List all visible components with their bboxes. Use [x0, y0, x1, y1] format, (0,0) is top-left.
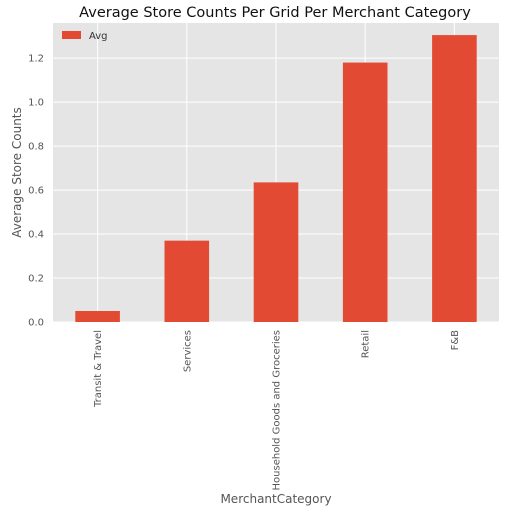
y-tick-label: 0.6	[28, 186, 44, 197]
x-tick-label: Services	[182, 330, 193, 372]
bar	[253, 182, 299, 322]
x-tick-label: F&B	[450, 330, 461, 351]
y-tick-label: 1.2	[28, 54, 44, 65]
bars	[75, 35, 477, 323]
x-axis-ticks: Transit & Travel Services Household Goods …	[93, 330, 461, 491]
y-tick-label: 0.4	[28, 230, 44, 241]
y-tick-label: 0.8	[28, 142, 44, 153]
legend-swatch	[62, 31, 81, 39]
y-tick-label: 0.0	[28, 318, 44, 329]
chart-title: Average Store Counts Per Grid Per Mercha…	[79, 5, 471, 21]
legend: Avg	[62, 31, 108, 42]
bar	[75, 311, 120, 322]
x-tick-label: Transit & Travel	[93, 330, 104, 408]
x-axis-label: MerchantCategory	[220, 492, 331, 506]
bar	[432, 35, 477, 322]
y-tick-label: 0.2	[28, 274, 44, 285]
legend-label: Avg	[89, 31, 108, 42]
y-axis-label: Average Store Counts	[10, 107, 24, 238]
y-tick-label: 1.0	[28, 98, 44, 109]
y-axis-ticks: 0.0 0.2 0.4 0.6 0.8 1.0 1.2	[28, 54, 44, 329]
bar	[342, 62, 388, 323]
x-tick-label: Retail	[361, 330, 372, 358]
x-tick-label: Household Goods and Groceries	[272, 330, 283, 490]
bar	[164, 240, 210, 322]
